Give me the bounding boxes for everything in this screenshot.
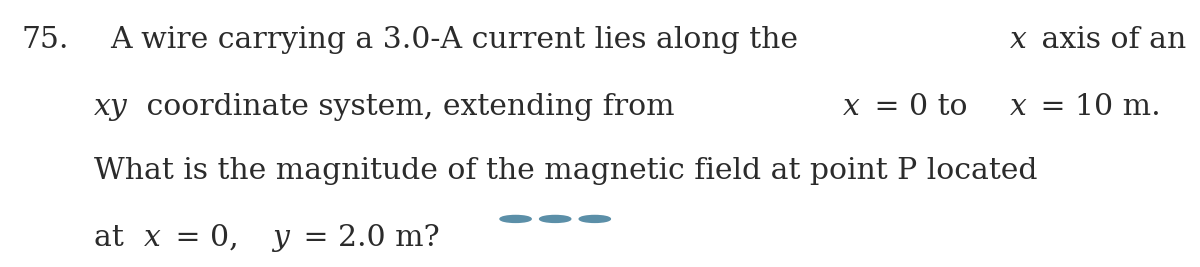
Text: y: y	[272, 224, 289, 252]
Text: x: x	[1009, 93, 1026, 121]
Text: x: x	[144, 224, 161, 252]
Circle shape	[500, 215, 532, 222]
Text: xy: xy	[94, 93, 127, 121]
Text: = 0,: = 0,	[166, 224, 248, 252]
Text: at: at	[94, 224, 133, 252]
Text: A wire carrying a 3.0-A current lies along the: A wire carrying a 3.0-A current lies alo…	[110, 26, 808, 54]
Text: = 10 m.: = 10 m.	[1031, 93, 1160, 121]
Text: = 0 to: = 0 to	[865, 93, 977, 121]
Text: axis of an: axis of an	[1032, 26, 1187, 54]
Circle shape	[540, 215, 571, 222]
Text: coordinate system, extending from: coordinate system, extending from	[137, 93, 684, 121]
Text: x: x	[1010, 26, 1027, 54]
Text: What is the magnitude of the magnetic field at point P located: What is the magnitude of the magnetic fi…	[94, 157, 1037, 185]
Text: x: x	[844, 93, 860, 121]
Text: = 2.0 m?: = 2.0 m?	[294, 224, 439, 252]
Circle shape	[580, 215, 611, 222]
Text: 75.: 75.	[22, 26, 68, 54]
